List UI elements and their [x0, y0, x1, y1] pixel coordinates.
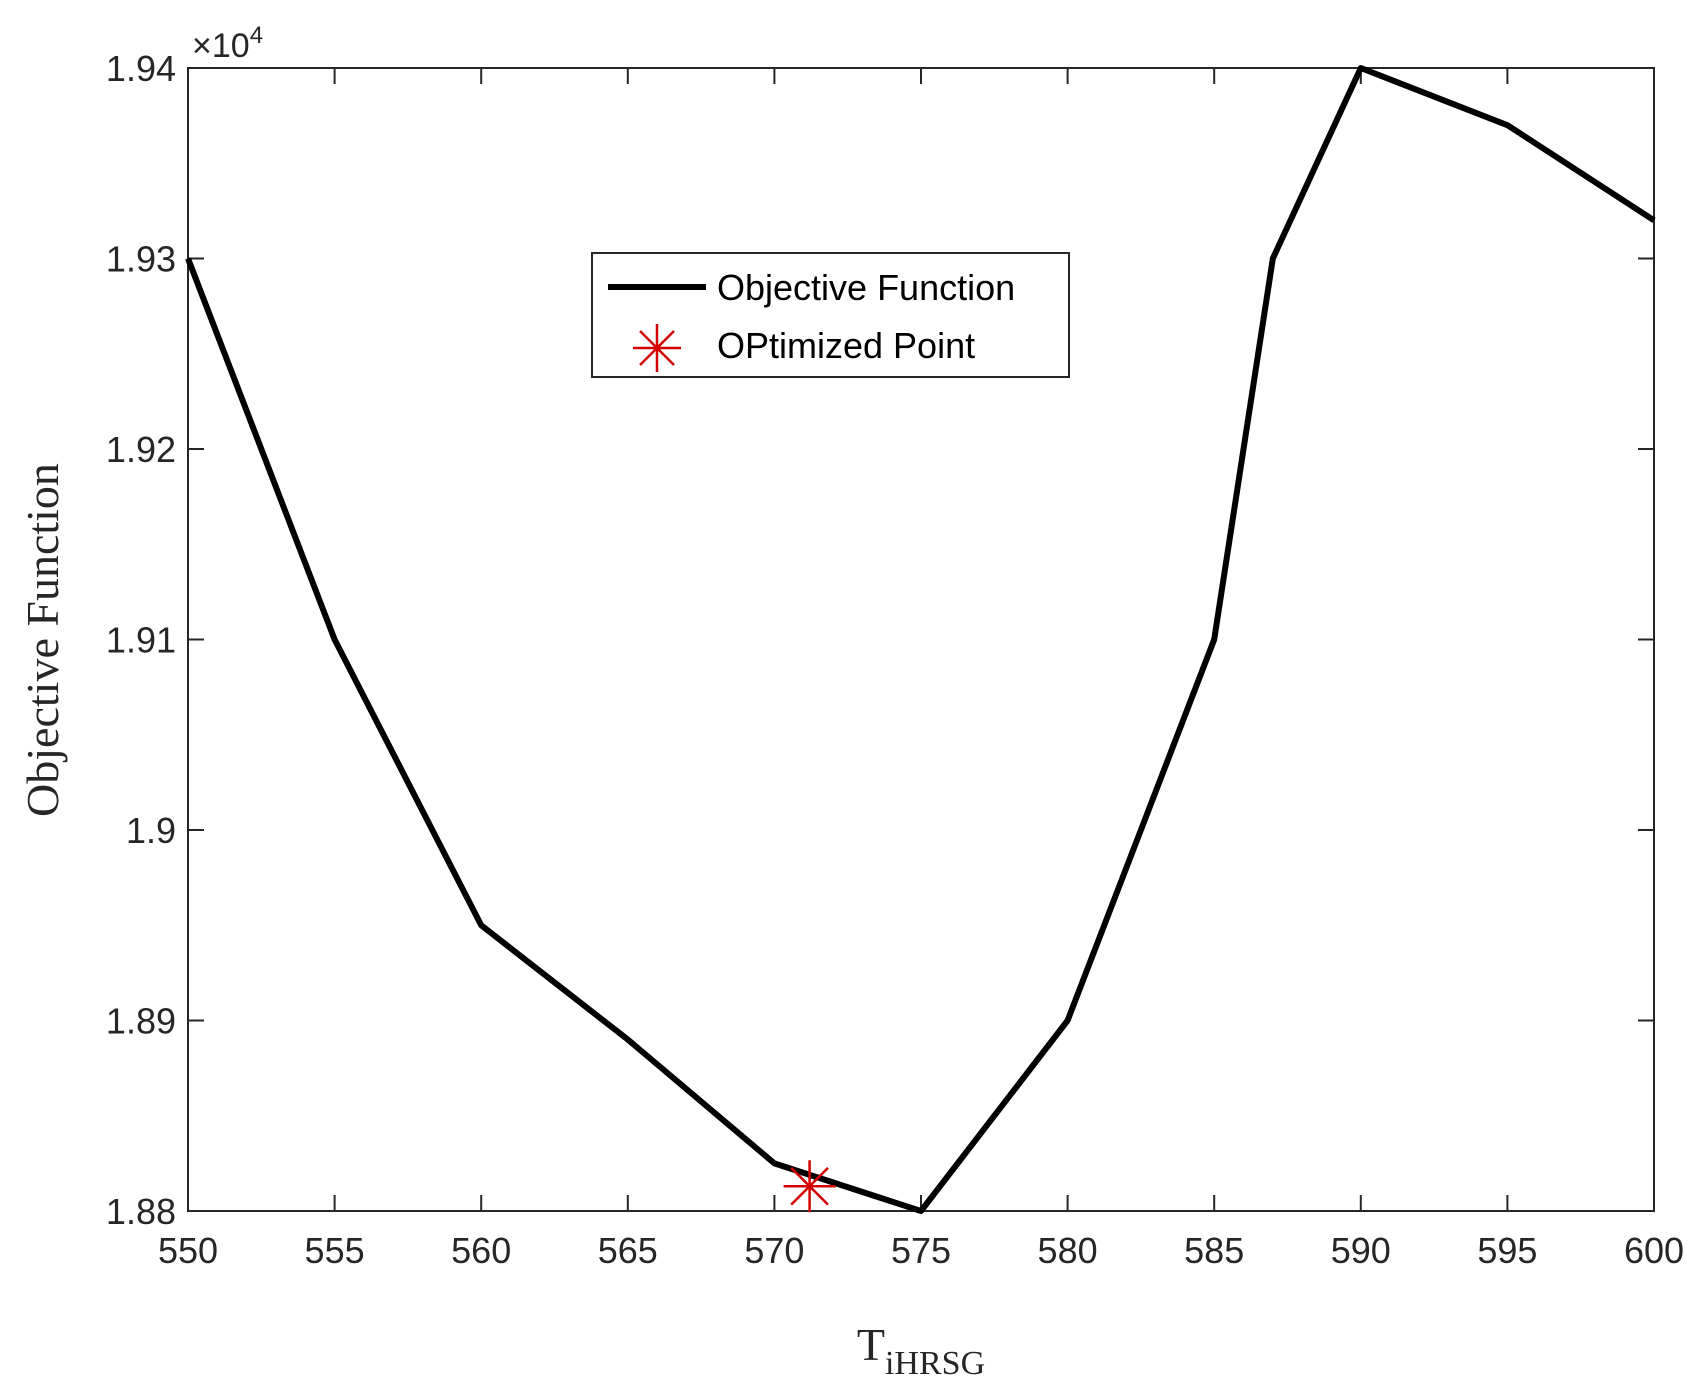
x-tick-label: 550 — [158, 1230, 218, 1271]
x-tick-label: 575 — [891, 1230, 951, 1271]
optimized-point-marker — [783, 1160, 836, 1213]
y-tick-label: 1.91 — [106, 620, 176, 661]
x-tick-label: 590 — [1331, 1230, 1391, 1271]
x-axis-label: TiHRSG — [857, 1319, 985, 1382]
x-tick-label: 595 — [1477, 1230, 1537, 1271]
objective-function-line — [185, 65, 1656, 1214]
x-tick-label: 570 — [744, 1230, 804, 1271]
y-tick-label: 1.94 — [106, 48, 176, 89]
y-tick-label: 1.93 — [106, 239, 176, 280]
y-tick-label: 1.88 — [106, 1191, 176, 1232]
x-tick-label: 600 — [1624, 1230, 1684, 1271]
legend-marker-asterisk — [633, 324, 681, 372]
legend-label-objective: Objective Function — [717, 267, 1015, 308]
series-layer — [185, 65, 1656, 1214]
x-tick-label: 580 — [1038, 1230, 1098, 1271]
y-axis-exponent: ×104 — [192, 22, 263, 65]
legend: Objective Function OPtimized Point — [591, 252, 1070, 378]
y-tick-label: 1.9 — [126, 810, 176, 851]
x-tick-label: 585 — [1184, 1230, 1244, 1271]
x-tick-label: 565 — [598, 1230, 658, 1271]
legend-label-optimized: OPtimized Point — [717, 325, 975, 366]
x-axis-ticks: 550 555 560 565 570 575 580 585 590 595 600 — [158, 68, 1684, 1271]
y-tick-label: 1.89 — [106, 1001, 176, 1042]
legend-asterisk — [633, 324, 681, 372]
x-tick-label: 555 — [305, 1230, 365, 1271]
x-tick-label: 560 — [451, 1230, 511, 1271]
y-axis-ticks: 1.88 1.89 1.9 1.91 1.92 1.93 1.94 — [106, 48, 1654, 1232]
y-axis-label: Objective Function — [17, 463, 68, 817]
plot-area — [187, 67, 1655, 1212]
y-tick-label: 1.92 — [106, 429, 176, 470]
legend-box — [591, 252, 1070, 378]
